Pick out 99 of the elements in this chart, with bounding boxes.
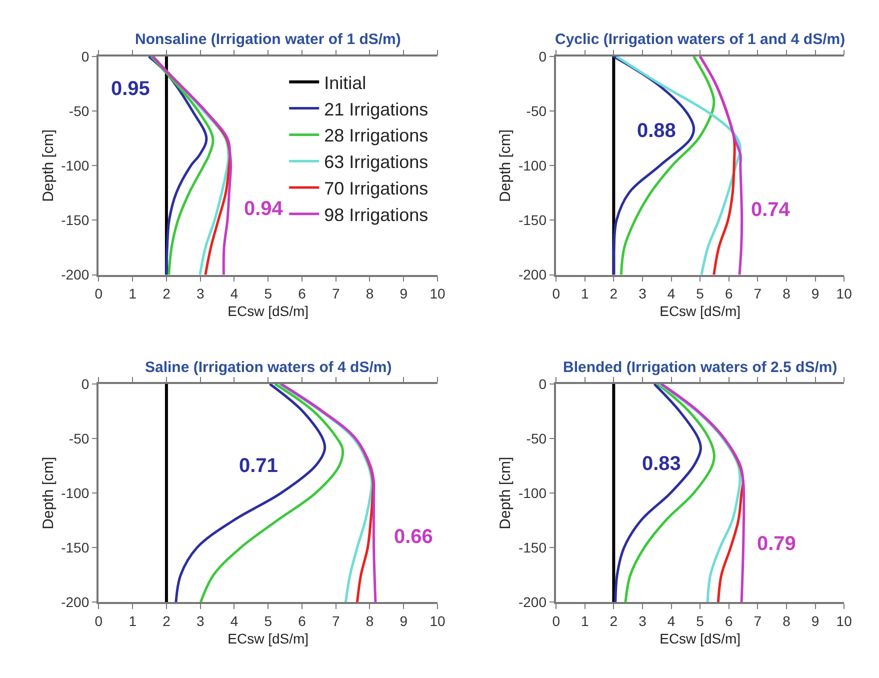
legend-label: 70 Irrigations xyxy=(324,178,428,199)
x-tick-label: 1 xyxy=(580,612,589,629)
y-axis-title: Depth [cm] xyxy=(40,129,57,202)
x-tick-label: 3 xyxy=(196,612,204,629)
x-tick-label: 7 xyxy=(332,285,340,302)
x-tick-label: 9 xyxy=(811,612,820,629)
x-axis-title: ECsw [dS/m] xyxy=(228,303,309,320)
annotation: 0.95 xyxy=(111,78,150,100)
x-tick-label: 10 xyxy=(836,612,852,629)
x-tick-label: 10 xyxy=(430,285,446,302)
line-series xyxy=(174,384,326,602)
x-tick-label: 6 xyxy=(298,285,306,302)
y-tick-label: -150 xyxy=(518,212,547,228)
x-tick-label: 6 xyxy=(724,285,733,302)
x-tick-label: 8 xyxy=(782,285,791,302)
x-tick-label: 9 xyxy=(400,612,408,629)
x-tick-label: 4 xyxy=(230,285,238,302)
chart-title: Cyclic (Irrigation waters of 1 and 4 dS/m) xyxy=(555,31,846,48)
x-tick-label: 7 xyxy=(754,285,762,302)
x-tick-label: 4 xyxy=(230,612,238,629)
y-tick-label: -50 xyxy=(68,102,90,119)
y-tick-label: -100 xyxy=(61,158,90,174)
y-tick-label: 0 xyxy=(81,376,90,392)
y-tick-label: -200 xyxy=(61,266,90,283)
x-tick-label: 3 xyxy=(196,285,204,302)
y-tick-label: 0 xyxy=(81,48,90,64)
chart-title: Blended (Irrigation waters of 2.5 dS/m) xyxy=(563,359,838,376)
x-tick-label: 0 xyxy=(552,612,560,629)
x-tick-label: 5 xyxy=(264,285,272,302)
x-tick-label: 0 xyxy=(94,285,103,302)
y-tick-label: -200 xyxy=(518,266,547,283)
legend-label: 21 Irrigations xyxy=(324,99,428,120)
x-tick-label: 1 xyxy=(580,285,589,302)
y-axis-title: Depth [cm] xyxy=(40,456,57,530)
line-series xyxy=(614,384,702,602)
annotation: 0.88 xyxy=(637,120,676,142)
y-tick-label: -50 xyxy=(68,430,90,446)
y-tick-label: -100 xyxy=(518,484,547,501)
y-tick-label: -150 xyxy=(61,212,90,228)
x-tick-label: 4 xyxy=(667,285,676,302)
annotation: 0.94 xyxy=(244,198,284,220)
line-series xyxy=(615,56,742,275)
x-tick-label: 9 xyxy=(400,285,408,302)
x-tick-label: 2 xyxy=(610,285,618,302)
x-axis-title: ECsw [dS/m] xyxy=(660,630,741,647)
x-tick-label: 1 xyxy=(128,285,137,302)
annotation: 0.66 xyxy=(394,526,433,548)
y-tick-label: 0 xyxy=(538,376,547,392)
x-tick-label: 0 xyxy=(94,612,103,629)
legend-label: Initial xyxy=(324,72,366,93)
x-tick-label: 1 xyxy=(128,612,137,629)
x-axis-title: ECsw [dS/m] xyxy=(228,630,309,647)
line-series xyxy=(199,384,344,602)
x-tick-label: 0 xyxy=(552,285,560,302)
line-series xyxy=(612,384,616,602)
y-axis-title: Depth [cm] xyxy=(497,456,514,530)
legend-label: 28 Irrigations xyxy=(324,126,428,146)
x-tick-label: 8 xyxy=(782,612,791,629)
x-tick-label: 5 xyxy=(264,612,272,629)
x-tick-label: 6 xyxy=(724,612,733,629)
x-tick-label: 2 xyxy=(162,612,171,629)
x-tick-label: 3 xyxy=(638,612,647,629)
x-tick-label: 9 xyxy=(811,285,820,302)
y-tick-label: -50 xyxy=(526,102,547,119)
y-tick-label: 0 xyxy=(538,48,547,64)
x-tick-label: 10 xyxy=(836,285,852,302)
legend-label: 98 Irrigations xyxy=(324,204,428,225)
line-series xyxy=(624,384,716,602)
annotation: 0.74 xyxy=(751,199,791,221)
x-tick-label: 2 xyxy=(162,285,171,302)
x-axis-title: ECsw [dS/m] xyxy=(660,303,741,320)
x-tick-label: 7 xyxy=(754,612,762,629)
x-tick-label: 7 xyxy=(332,612,340,629)
x-tick-label: 8 xyxy=(366,285,374,302)
line-series xyxy=(698,56,744,275)
annotation: 0.83 xyxy=(642,453,681,475)
x-tick-label: 2 xyxy=(610,612,618,629)
x-tick-label: 10 xyxy=(430,612,446,629)
annotation: 0.71 xyxy=(239,455,278,477)
chart-title: Saline (Irrigation waters of 4 dS/m) xyxy=(145,359,392,376)
y-tick-label: -150 xyxy=(61,540,90,556)
y-tick-label: -100 xyxy=(518,158,547,174)
line-series xyxy=(164,384,168,602)
x-tick-label: 5 xyxy=(696,612,704,629)
line-series xyxy=(620,56,716,275)
y-tick-label: -150 xyxy=(518,540,547,556)
y-tick-label: -200 xyxy=(61,594,90,610)
y-axis-title: Depth [cm] xyxy=(497,129,514,202)
x-tick-label: 3 xyxy=(638,285,647,302)
x-tick-label: 8 xyxy=(366,612,374,629)
x-tick-label: 5 xyxy=(696,285,704,302)
y-tick-label: -100 xyxy=(61,484,90,501)
annotation: 0.79 xyxy=(757,533,796,555)
y-tick-label: -200 xyxy=(518,594,547,610)
x-tick-label: 6 xyxy=(298,612,306,629)
y-tick-label: -50 xyxy=(526,430,547,446)
legend-label: 63 Irrigations xyxy=(324,152,428,172)
chart-title: Nonsaline (Irrigation water of 1 dS/m) xyxy=(135,31,401,48)
x-tick-label: 4 xyxy=(667,612,676,629)
